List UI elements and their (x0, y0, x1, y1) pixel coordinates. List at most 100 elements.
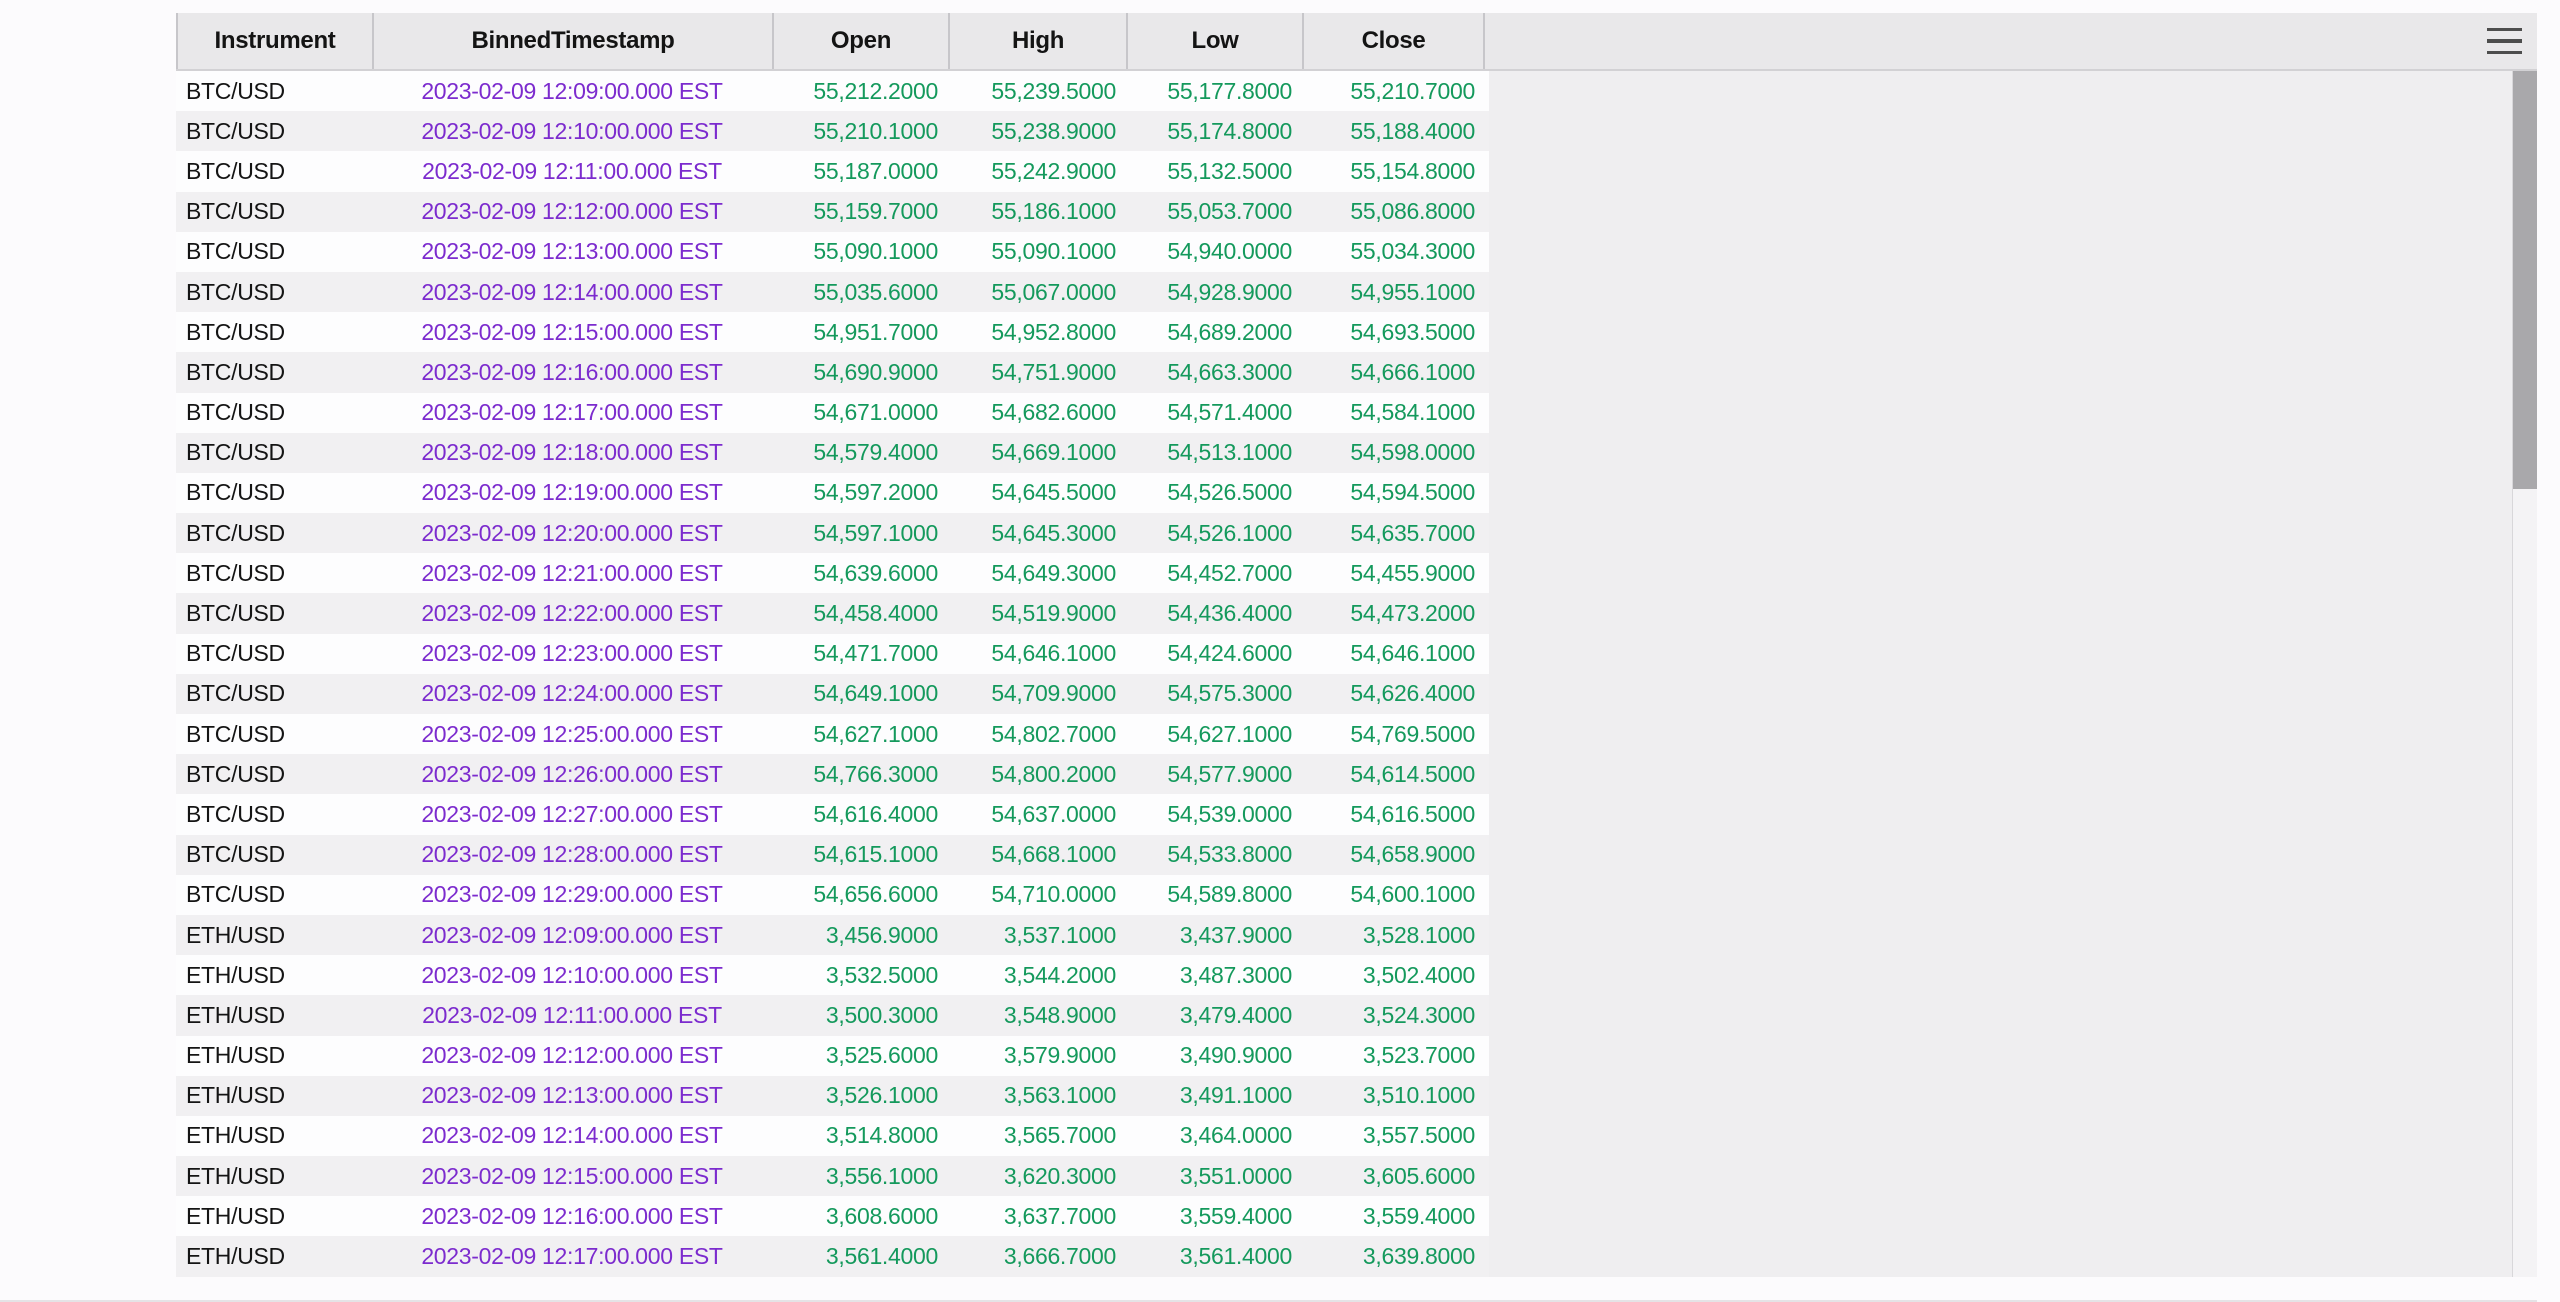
instrument-cell[interactable]: BTC/USD (186, 238, 285, 265)
timestamp-cell[interactable]: 2023-02-09 12:28:00.000 EST (421, 841, 723, 868)
instrument-cell[interactable]: BTC/USD (186, 198, 285, 225)
close-cell[interactable]: 54,600.1000 (1350, 881, 1475, 908)
instrument-cell[interactable]: BTC/USD (186, 600, 285, 627)
close-cell[interactable]: 55,034.3000 (1350, 238, 1475, 265)
table-row[interactable]: BTC/USD 2023-02-09 12:18:00.000 EST 54,5… (176, 432, 1489, 473)
close-cell[interactable]: 54,616.5000 (1350, 800, 1475, 827)
low-cell[interactable]: 3,437.9000 (1179, 921, 1292, 948)
timestamp-cell[interactable]: 2023-02-09 12:09:00.000 EST (421, 921, 723, 948)
table-row[interactable]: BTC/USD 2023-02-09 12:09:00.000 EST 55,2… (176, 71, 1489, 112)
low-cell[interactable]: 3,559.4000 (1179, 1202, 1292, 1229)
instrument-cell[interactable]: BTC/USD (186, 881, 285, 908)
table-row[interactable]: BTC/USD 2023-02-09 12:12:00.000 EST 55,1… (176, 191, 1489, 232)
high-cell[interactable]: 3,548.9000 (1003, 1001, 1116, 1028)
timestamp-cell[interactable]: 2023-02-09 12:10:00.000 EST (421, 961, 723, 988)
low-cell[interactable]: 3,479.4000 (1179, 1001, 1292, 1028)
table-row[interactable]: BTC/USD 2023-02-09 12:22:00.000 EST 54,4… (176, 593, 1489, 634)
low-cell[interactable]: 54,940.0000 (1167, 238, 1292, 265)
column-header-close[interactable]: Close (1302, 13, 1485, 69)
open-cell[interactable]: 54,656.6000 (813, 881, 938, 908)
close-cell[interactable]: 54,769.5000 (1350, 720, 1475, 747)
table-row[interactable]: BTC/USD 2023-02-09 12:17:00.000 EST 54,6… (176, 392, 1489, 433)
high-cell[interactable]: 3,544.2000 (1003, 961, 1116, 988)
table-row[interactable]: BTC/USD 2023-02-09 12:27:00.000 EST 54,6… (176, 794, 1489, 835)
table-row[interactable]: ETH/USD 2023-02-09 12:09:00.000 EST 3,45… (176, 914, 1489, 956)
table-menu-button[interactable] (2487, 28, 2522, 54)
close-cell[interactable]: 54,666.1000 (1350, 358, 1475, 385)
low-cell[interactable]: 3,551.0000 (1179, 1162, 1292, 1189)
close-cell[interactable]: 3,523.7000 (1362, 1042, 1475, 1069)
column-header-low[interactable]: Low (1126, 13, 1302, 69)
close-cell[interactable]: 55,210.7000 (1350, 77, 1475, 104)
close-cell[interactable]: 55,154.8000 (1350, 157, 1475, 184)
close-cell[interactable]: 54,473.2000 (1350, 600, 1475, 627)
close-cell[interactable]: 54,955.1000 (1350, 278, 1475, 305)
open-cell[interactable]: 55,187.0000 (813, 157, 938, 184)
high-cell[interactable]: 54,682.6000 (991, 399, 1116, 426)
low-cell[interactable]: 54,526.1000 (1167, 519, 1292, 546)
instrument-cell[interactable]: BTC/USD (186, 640, 285, 667)
close-cell[interactable]: 3,639.8000 (1362, 1243, 1475, 1270)
low-cell[interactable]: 55,132.5000 (1167, 157, 1292, 184)
timestamp-cell[interactable]: 2023-02-09 12:15:00.000 EST (421, 1162, 723, 1189)
low-cell[interactable]: 55,053.7000 (1167, 198, 1292, 225)
table-row[interactable]: BTC/USD 2023-02-09 12:29:00.000 EST 54,6… (176, 874, 1489, 915)
close-cell[interactable]: 54,658.9000 (1350, 841, 1475, 868)
high-cell[interactable]: 3,579.9000 (1003, 1042, 1116, 1069)
timestamp-cell[interactable]: 2023-02-09 12:14:00.000 EST (421, 1122, 723, 1149)
close-cell[interactable]: 3,510.1000 (1362, 1082, 1475, 1109)
low-cell[interactable]: 3,464.0000 (1179, 1122, 1292, 1149)
instrument-cell[interactable]: ETH/USD (186, 1202, 285, 1229)
low-cell[interactable]: 54,526.5000 (1167, 479, 1292, 506)
open-cell[interactable]: 54,597.2000 (813, 479, 938, 506)
high-cell[interactable]: 54,952.8000 (991, 318, 1116, 345)
table-row[interactable]: ETH/USD 2023-02-09 12:13:00.000 EST 3,52… (176, 1075, 1489, 1116)
open-cell[interactable]: 54,616.4000 (813, 800, 938, 827)
timestamp-cell[interactable]: 2023-02-09 12:11:00.000 EST (422, 157, 722, 184)
close-cell[interactable]: 3,605.6000 (1362, 1162, 1475, 1189)
instrument-cell[interactable]: BTC/USD (186, 479, 285, 506)
open-cell[interactable]: 54,471.7000 (813, 640, 938, 667)
open-cell[interactable]: 54,690.9000 (813, 358, 938, 385)
open-cell[interactable]: 54,671.0000 (813, 399, 938, 426)
table-row[interactable]: BTC/USD 2023-02-09 12:16:00.000 EST 54,6… (176, 352, 1489, 393)
low-cell[interactable]: 54,663.3000 (1167, 358, 1292, 385)
low-cell[interactable]: 54,513.1000 (1167, 439, 1292, 466)
instrument-cell[interactable]: BTC/USD (186, 157, 285, 184)
high-cell[interactable]: 54,800.2000 (991, 760, 1116, 787)
high-cell[interactable]: 54,802.7000 (991, 720, 1116, 747)
low-cell[interactable]: 54,424.6000 (1167, 640, 1292, 667)
high-cell[interactable]: 3,537.1000 (1003, 921, 1116, 948)
high-cell[interactable]: 54,668.1000 (991, 841, 1116, 868)
open-cell[interactable]: 3,556.1000 (825, 1162, 938, 1189)
timestamp-cell[interactable]: 2023-02-09 12:16:00.000 EST (421, 358, 723, 385)
low-cell[interactable]: 3,491.1000 (1179, 1082, 1292, 1109)
open-cell[interactable]: 54,649.1000 (813, 680, 938, 707)
open-cell[interactable]: 3,525.6000 (825, 1042, 938, 1069)
high-cell[interactable]: 55,090.1000 (991, 238, 1116, 265)
high-cell[interactable]: 55,242.9000 (991, 157, 1116, 184)
high-cell[interactable]: 54,646.1000 (991, 640, 1116, 667)
open-cell[interactable]: 54,597.1000 (813, 519, 938, 546)
high-cell[interactable]: 54,649.3000 (991, 559, 1116, 586)
close-cell[interactable]: 54,646.1000 (1350, 640, 1475, 667)
close-cell[interactable]: 55,188.4000 (1350, 117, 1475, 144)
low-cell[interactable]: 54,589.8000 (1167, 881, 1292, 908)
table-row[interactable]: BTC/USD 2023-02-09 12:20:00.000 EST 54,5… (176, 513, 1489, 554)
low-cell[interactable]: 3,561.4000 (1179, 1243, 1292, 1270)
timestamp-cell[interactable]: 2023-02-09 12:18:00.000 EST (421, 439, 723, 466)
table-row[interactable]: ETH/USD 2023-02-09 12:17:00.000 EST 3,56… (176, 1236, 1489, 1277)
close-cell[interactable]: 3,524.3000 (1362, 1001, 1475, 1028)
close-cell[interactable]: 55,086.8000 (1350, 198, 1475, 225)
high-cell[interactable]: 55,186.1000 (991, 198, 1116, 225)
open-cell[interactable]: 3,608.6000 (825, 1202, 938, 1229)
timestamp-cell[interactable]: 2023-02-09 12:26:00.000 EST (421, 760, 723, 787)
timestamp-cell[interactable]: 2023-02-09 12:13:00.000 EST (421, 1082, 723, 1109)
instrument-cell[interactable]: BTC/USD (186, 720, 285, 747)
table-row[interactable]: BTC/USD 2023-02-09 12:26:00.000 EST 54,7… (176, 754, 1489, 795)
low-cell[interactable]: 54,533.8000 (1167, 841, 1292, 868)
close-cell[interactable]: 54,614.5000 (1350, 760, 1475, 787)
open-cell[interactable]: 55,090.1000 (813, 238, 938, 265)
timestamp-cell[interactable]: 2023-02-09 12:21:00.000 EST (421, 559, 723, 586)
high-cell[interactable]: 55,239.5000 (991, 77, 1116, 104)
